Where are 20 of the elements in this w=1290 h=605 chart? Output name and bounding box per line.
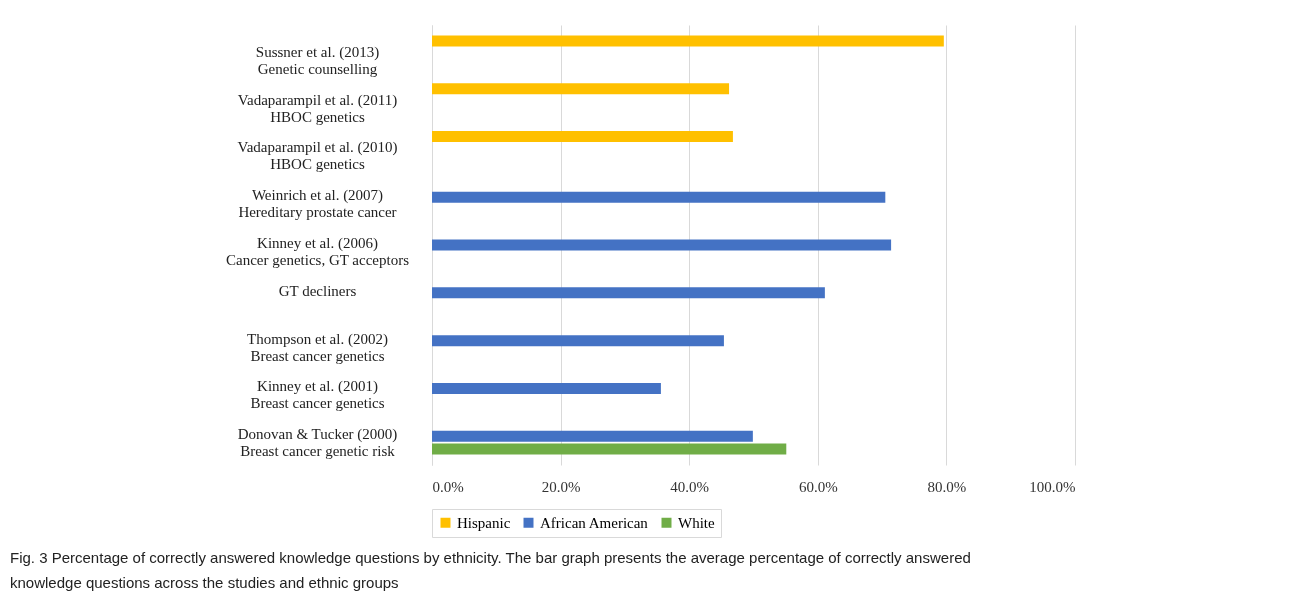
x-tick-label: 80.0% [927, 478, 967, 495]
x-tick-label: 0.0% [432, 478, 464, 495]
y-tick-label: Thompson et al. (2002) Breast cancer genetics [247, 330, 388, 364]
caption: Fig. 3 Percentage of correctly answered knowledge questions by ethnicity. The bar graph presents the average percentage of correctly answered [10, 549, 971, 566]
legend-label: Hispanic [457, 514, 511, 531]
y-tick-label: Vadaparampil et al. (2011) HBOC genetics [237, 91, 398, 125]
legend-label: White [678, 514, 715, 531]
y-tick-label: Vadaparampil et al. (2010) HBOC genetics [237, 139, 398, 173]
text: knowledge questions across the studies and ethnic groups [10, 574, 399, 591]
y-tick-label: Sussner et al. (2013) Genetic counselling [255, 43, 380, 77]
y-tick-label: Kinney et al. (2001) Breast cancer genetics [250, 378, 385, 412]
y-tick-label: Donovan & Tucker (2000) Breast cancer genetic risk [237, 426, 398, 460]
legend-label: African American [540, 514, 649, 531]
y-tick-label: Weinrich et al. (2007) Hereditary prostate cancer [238, 187, 397, 221]
x-tick-label: 60.0% [798, 478, 838, 495]
y-tick-label: GT decliners [278, 282, 357, 299]
x-tick-label: 20.0% [541, 478, 581, 495]
y-tick-label: Kinney et al. (2006) Cancer genetics, GT acceptors [226, 235, 410, 268]
x-tick-label: 100.0% [1029, 478, 1076, 495]
x-tick-label: 40.0% [670, 478, 710, 495]
